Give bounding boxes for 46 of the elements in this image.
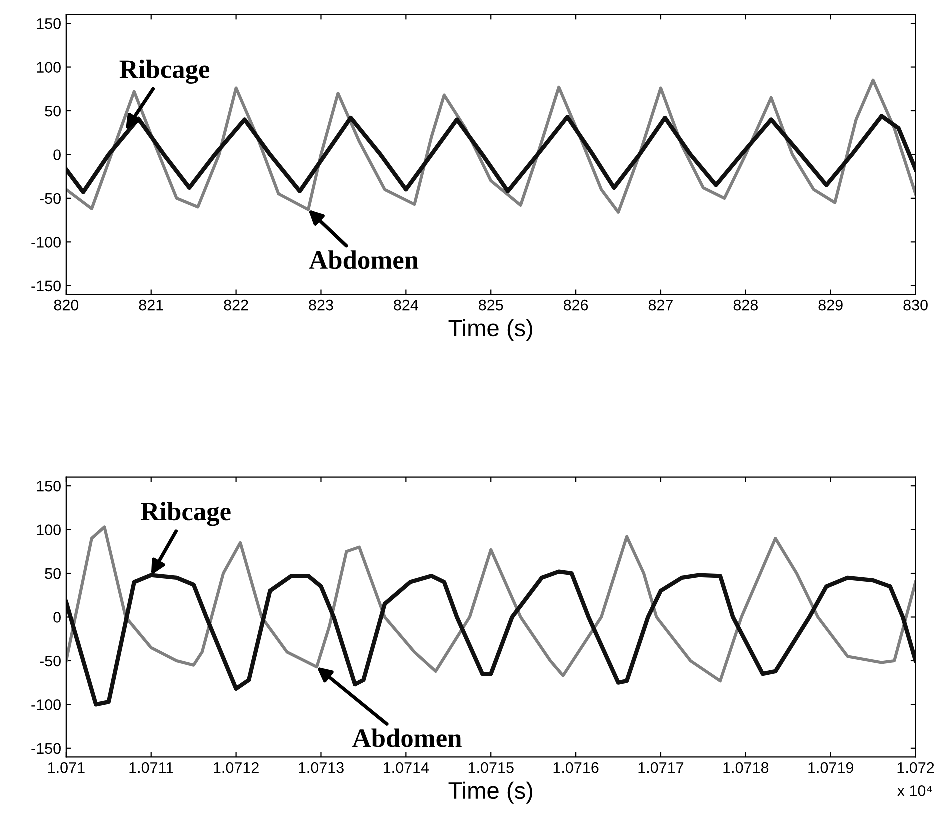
line-series bbox=[66, 570, 916, 707]
x-tick-label: 828 bbox=[734, 300, 758, 311]
line-series bbox=[66, 114, 916, 194]
x-tick-label: 830 bbox=[904, 300, 928, 311]
x-tick-label: 820 bbox=[54, 300, 79, 311]
y-tick-label: -50 bbox=[40, 193, 61, 204]
y-tick-label: -50 bbox=[40, 656, 61, 667]
text: x 10⁴ bbox=[898, 786, 932, 796]
x-tick-label: 1.0716 bbox=[554, 762, 599, 774]
y-tick-label: -100 bbox=[32, 237, 61, 248]
x-tick-label: 829 bbox=[818, 300, 843, 311]
annotation: Abdomen bbox=[352, 728, 462, 748]
x-tick-label: 1.072 bbox=[898, 762, 934, 774]
x-tick-label: 823 bbox=[309, 300, 334, 311]
x-tick-label: 1.0715 bbox=[468, 762, 514, 774]
annotation: Abdomen bbox=[309, 250, 419, 270]
y-tick-label: 150 bbox=[37, 18, 61, 30]
x-tick-label: 1.0713 bbox=[299, 762, 344, 774]
y-tick-label: -100 bbox=[32, 700, 61, 710]
y-tick-label: 50 bbox=[45, 568, 61, 580]
line-series bbox=[66, 526, 916, 683]
x-tick-label: 825 bbox=[479, 300, 504, 311]
x-tick-label: 1.0717 bbox=[638, 762, 684, 774]
y-tick-label: 150 bbox=[37, 480, 61, 492]
x-tick-label: 1.0711 bbox=[130, 762, 174, 774]
x-tick-label: 822 bbox=[224, 300, 248, 311]
y-tick-label: 0 bbox=[54, 612, 61, 623]
annotation: Ribcage bbox=[120, 60, 210, 84]
y-tick-label: 100 bbox=[37, 62, 61, 73]
y-tick-label: -150 bbox=[32, 743, 61, 754]
x-tick-label: 1.0714 bbox=[384, 762, 430, 774]
x-tick-label: 1.0719 bbox=[808, 762, 854, 774]
y-tick-label: 0 bbox=[54, 150, 61, 160]
x-tick-label: 1.0718 bbox=[724, 762, 769, 774]
y-tick-label: -150 bbox=[32, 280, 61, 292]
x-tick-label: 821 bbox=[139, 300, 164, 311]
x-axis-title: Time (s) bbox=[448, 319, 532, 342]
x-tick-label: 827 bbox=[648, 300, 673, 311]
x-axis-title: Time (s) bbox=[448, 782, 532, 804]
y-tick-label: 50 bbox=[45, 106, 61, 117]
y-tick-label: 100 bbox=[37, 524, 61, 536]
x-tick-label: 826 bbox=[564, 300, 588, 311]
x-tick-label: 1.0712 bbox=[214, 762, 259, 774]
x-tick-label: 824 bbox=[394, 300, 418, 311]
x-tick-label: 1.071 bbox=[48, 762, 85, 774]
annotation: Ribcage bbox=[141, 502, 231, 526]
